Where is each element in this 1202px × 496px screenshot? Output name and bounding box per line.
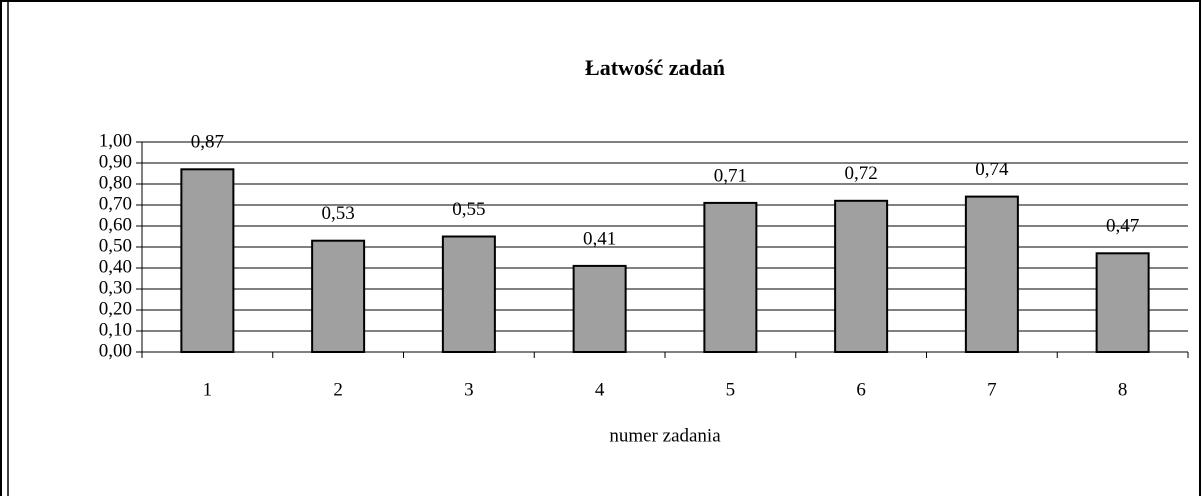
bar bbox=[703, 201, 758, 353]
y-tick-label: 0,40 bbox=[99, 256, 132, 277]
x-tick-label: 1 bbox=[203, 379, 213, 400]
y-tick-label: 0,20 bbox=[99, 298, 132, 319]
value-label: 0,53 bbox=[322, 203, 355, 224]
x-tick-label: 4 bbox=[595, 379, 605, 400]
y-tick-label: 0,60 bbox=[99, 214, 132, 235]
y-tick-label: 0,90 bbox=[99, 151, 132, 172]
value-label: 0,71 bbox=[714, 165, 747, 186]
y-tick-label: 0,10 bbox=[99, 319, 132, 340]
bar bbox=[964, 195, 1019, 353]
y-tick-label: 0,00 bbox=[99, 340, 132, 361]
x-tick-label: 2 bbox=[333, 379, 343, 400]
x-axis-label: numer zadania bbox=[609, 425, 721, 446]
x-tick-label: 6 bbox=[856, 379, 866, 400]
value-label: 0,47 bbox=[1106, 216, 1139, 237]
x-tick-label: 5 bbox=[726, 379, 736, 400]
value-label: 0,87 bbox=[191, 132, 224, 153]
x-tick-label: 3 bbox=[464, 379, 474, 400]
bar bbox=[311, 239, 366, 353]
value-label: 0,72 bbox=[845, 163, 878, 184]
bar bbox=[834, 199, 889, 353]
value-label: 0,74 bbox=[975, 159, 1009, 180]
value-label: 0,55 bbox=[452, 199, 485, 220]
chart-title: Łatwość zadań bbox=[585, 55, 725, 80]
bar bbox=[441, 235, 496, 353]
y-tick-label: 0,70 bbox=[99, 193, 132, 214]
y-tick-label: 0,80 bbox=[99, 172, 132, 193]
bar bbox=[572, 264, 627, 353]
bar bbox=[180, 168, 235, 353]
bar bbox=[1095, 252, 1150, 353]
x-tick-label: 8 bbox=[1118, 379, 1128, 400]
y-tick-label: 1,00 bbox=[99, 130, 132, 151]
x-tick-label: 7 bbox=[987, 379, 997, 400]
y-tick-label: 0,30 bbox=[99, 277, 132, 298]
value-label: 0,41 bbox=[583, 228, 616, 249]
y-tick-label: 0,50 bbox=[99, 235, 132, 256]
